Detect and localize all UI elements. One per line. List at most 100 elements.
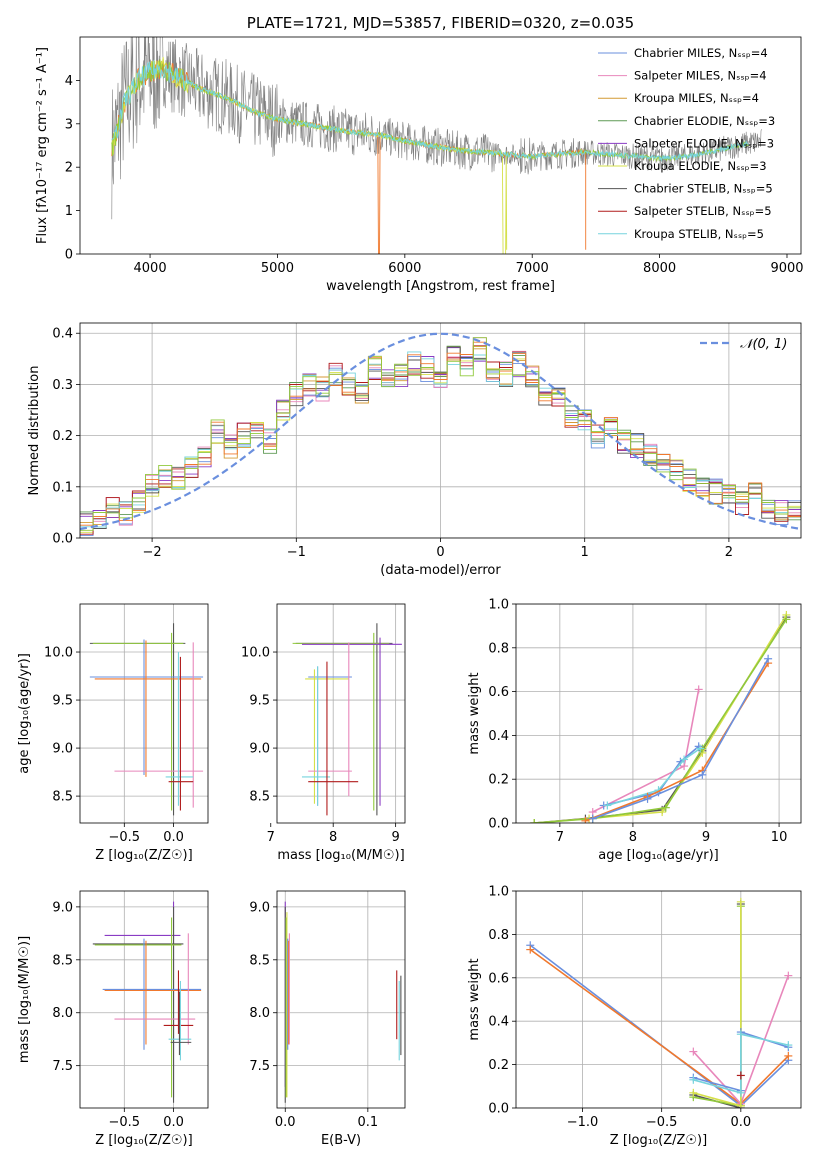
y-tick-label: 0.2 <box>488 773 509 788</box>
histogram-step <box>80 351 801 528</box>
y-tick-label: 8.5 <box>249 790 270 805</box>
y-tick-label: 1.0 <box>488 885 509 900</box>
data-point <box>680 755 689 764</box>
data-point <box>530 819 539 823</box>
plot-age-vs-mass: 7 8 9 8.5 9.0 9.5 10.0 mass [log₁₀(M/M☉)] <box>241 603 406 863</box>
legend-entry: Kroupa MILES, Nₛₛₚ=4 <box>634 91 759 105</box>
legend-entry: Kroupa ELODIE, Nₛₛₚ=3 <box>634 159 767 173</box>
x-tick-label: −0.5 <box>109 830 141 845</box>
plot-residuals: −2 −1 0 1 2 0.0 0.1 0.2 0.3 0.4 (data-model)/error… <box>27 322 802 578</box>
y-axis-label: Normed distribution <box>27 366 42 496</box>
y-axis-label: age [log₁₀(age/yr)] <box>17 653 32 774</box>
axes-frame <box>515 603 802 824</box>
data-point <box>694 685 703 694</box>
x-tick-label: 8 <box>629 830 637 845</box>
y-tick-label: 9.5 <box>249 694 270 709</box>
axes-frame <box>515 890 802 1109</box>
histogram-step <box>80 341 801 526</box>
data-point <box>784 1051 793 1060</box>
data-point <box>696 744 705 753</box>
plot-area <box>516 604 801 823</box>
plot-age-vs-z: −0.5 0.0 8.5 9.0 9.5 10.0 Z [log₁₀(Z/Z☉)] age [… <box>17 603 209 863</box>
data-point <box>526 945 535 954</box>
x-tick-label: 7000 <box>516 261 549 276</box>
legend: Chabrier MILES, Nₛₛₚ=4 Salpeter MILES, Nₛ… <box>598 46 775 241</box>
y-tick-label: 4 <box>65 74 73 89</box>
plot-area <box>516 891 801 1108</box>
x-tick-label: 6000 <box>388 261 421 276</box>
x-axis-label: mass [log₁₀(M/M☉)] <box>277 848 404 863</box>
gaussian-curve <box>80 332 801 531</box>
x-tick-label: −0.5 <box>646 1115 678 1130</box>
x-tick-label: 9000 <box>770 261 803 276</box>
series-line <box>592 658 769 820</box>
y-tick-label: 0.4 <box>52 327 73 342</box>
y-axis-label: mass [log₁₀(M/M☉)] <box>17 936 32 1063</box>
legend: 𝒩(0, 1) <box>700 337 787 352</box>
legend-entry: Chabrier MILES, Nₛₛₚ=4 <box>634 46 768 60</box>
x-axis-label: age [log₁₀(age/yr)] <box>598 848 719 863</box>
plot-mass-vs-z: −0.5 0.0 7.5 8.0 8.5 9.0 Z [log₁₀(Z/Z☉)] mass [… <box>17 890 209 1148</box>
axes-frame <box>276 603 406 824</box>
data-point <box>588 814 597 823</box>
axes-frame <box>79 890 209 1109</box>
y-tick-label: 7.5 <box>52 1059 73 1074</box>
x-tick-label: 4000 <box>134 261 167 276</box>
x-tick-label: 0.1 <box>357 1115 378 1130</box>
y-tick-label: 8.0 <box>249 1006 270 1021</box>
y-tick-label: 0.0 <box>488 817 509 832</box>
x-tick-label: 10 <box>771 830 788 845</box>
x-tick-label: 9 <box>702 830 710 845</box>
x-tick-label: 0 <box>436 545 444 560</box>
axes-frame <box>79 322 802 539</box>
y-tick-label: 3 <box>65 117 73 132</box>
y-axis-label: mass weight <box>467 958 482 1040</box>
data-point <box>736 1101 745 1108</box>
y-tick-label: 8.0 <box>52 1006 73 1021</box>
x-tick-label: −1.0 <box>567 1115 599 1130</box>
x-tick-label: 7 <box>267 830 275 845</box>
plot-weight-vs-age: 7 8 9 10 0.0 0.2 0.4 0.6 0.8 1.0 age [log₁₀(age/yr… <box>467 598 802 863</box>
legend-entry: Chabrier STELIB, Nₛₛₚ=5 <box>634 182 773 196</box>
series-line <box>585 662 769 822</box>
legend-entry: 𝒩(0, 1) <box>740 337 787 352</box>
y-tick-label: 1 <box>65 204 73 219</box>
observed-spectrum <box>111 37 762 220</box>
x-tick-label: 0.0 <box>163 830 184 845</box>
data-point <box>736 897 745 906</box>
y-tick-label: 9.0 <box>249 900 270 915</box>
data-point <box>698 770 707 779</box>
y-axis-label: Flux [fλ10⁻¹⁷ erg cm⁻² s⁻¹ A⁻¹] <box>35 47 50 244</box>
x-axis-label: Z [log₁₀(Z/Z☉)] <box>610 1133 707 1148</box>
x-axis-label: E(B-V) <box>321 1133 361 1148</box>
x-tick-label: 8 <box>329 830 337 845</box>
data-point <box>643 794 652 803</box>
x-tick-label: 9 <box>391 830 399 845</box>
y-tick-label: 9.5 <box>52 694 73 709</box>
axes-frame <box>79 603 209 824</box>
series-line <box>693 1033 789 1094</box>
plot-weight-vs-z: −1.0 −0.5 0.0 0.0 0.2 0.4 0.6 0.8 1.0 Z [log₁₀(Z/… <box>467 885 802 1148</box>
plot-mass-vs-ebv: 0.0 0.1 7.5 8.0 8.5 9.0 E(B-V) <box>249 890 406 1148</box>
y-tick-label: 0.4 <box>488 1015 509 1030</box>
y-tick-label: 9.0 <box>249 742 270 757</box>
data-point <box>603 801 612 810</box>
legend-entry: Salpeter STELIB, Nₛₛₚ=5 <box>634 204 772 218</box>
y-tick-label: 0 <box>65 248 73 263</box>
y-tick-label: 8.5 <box>249 953 270 968</box>
data-point <box>658 808 667 817</box>
x-tick-label: −1 <box>287 545 306 560</box>
y-tick-label: 7.5 <box>249 1059 270 1074</box>
axes-frame <box>79 36 802 255</box>
plot-area <box>277 604 405 823</box>
legend-entry: Salpeter MILES, Nₛₛₚ=4 <box>634 69 767 83</box>
y-tick-label: 0.2 <box>52 429 73 444</box>
series-line <box>607 747 701 807</box>
data-point <box>784 1041 793 1050</box>
y-tick-label: 8.5 <box>52 953 73 968</box>
x-tick-label: 2 <box>725 545 733 560</box>
chart-title: PLATE=1721, MJD=53857, FIBERID=0320, z=0… <box>247 14 634 32</box>
x-tick-label: 1 <box>581 545 589 560</box>
y-tick-label: 0.6 <box>488 685 509 700</box>
legend-entry: Chabrier ELODIE, Nₛₛₚ=3 <box>634 114 775 128</box>
